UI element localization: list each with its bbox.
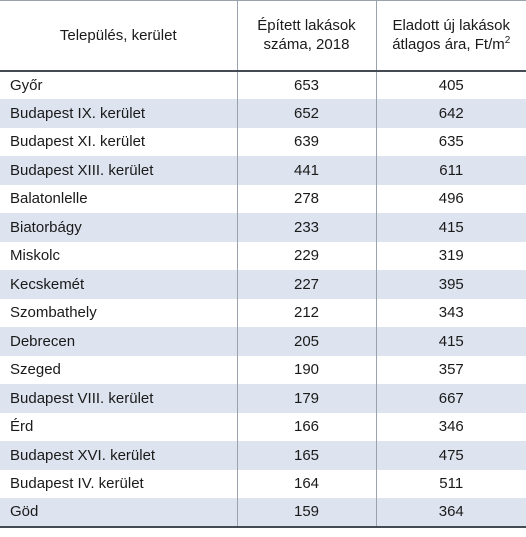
cell-settlement: Balatonlelle (0, 184, 238, 213)
table-row: Budapest XIII. kerület 441 611 (0, 156, 526, 185)
cell-avg-price: 642 (375, 99, 526, 128)
cell-settlement: Budapest IV. kerület (0, 469, 238, 498)
cell-built-homes: 652 (236, 99, 377, 128)
cell-settlement: Budapest XI. kerület (0, 127, 238, 156)
table-row: Biatorbágy 233 415 (0, 213, 526, 242)
cell-built-homes: 165 (236, 441, 377, 470)
cell-settlement: Szeged (0, 355, 238, 384)
cell-built-homes: 159 (236, 498, 377, 528)
cell-built-homes: 179 (236, 384, 377, 413)
table-row: Szombathely 212 343 (0, 298, 526, 327)
cell-settlement: Biatorbágy (0, 213, 238, 242)
cell-built-homes: 212 (236, 298, 377, 327)
cell-settlement: Göd (0, 498, 238, 528)
cell-settlement: Győr (0, 70, 238, 99)
cell-built-homes: 441 (236, 156, 377, 185)
cell-built-homes: 190 (236, 355, 377, 384)
header-row: Település, kerület Épített lakások száma,… (0, 0, 526, 72)
cell-settlement: Budapest VIII. kerület (0, 384, 238, 413)
table-row: Balatonlelle 278 496 (0, 184, 526, 213)
table-row: Érd 166 346 (0, 412, 526, 441)
cell-built-homes: 205 (236, 327, 377, 356)
cell-settlement: Budapest XVI. kerület (0, 441, 238, 470)
cell-avg-price: 357 (375, 355, 526, 384)
cell-avg-price: 405 (375, 70, 526, 99)
cell-built-homes: 653 (236, 70, 377, 99)
cell-avg-price: 415 (375, 327, 526, 356)
table-row: Göd 159 364 (0, 498, 526, 528)
cell-built-homes: 233 (236, 213, 377, 242)
cell-avg-price: 319 (375, 241, 526, 270)
table-body: Győr 653 405 Budapest IX. kerület 652 642 Buda… (0, 70, 526, 528)
cell-avg-price: 635 (375, 127, 526, 156)
cell-built-homes: 227 (236, 270, 377, 299)
cell-built-homes: 229 (236, 241, 377, 270)
cell-settlement: Budapest XIII. kerület (0, 156, 238, 185)
cell-avg-price: 346 (375, 412, 526, 441)
header-price-sup: 2 (504, 35, 511, 47)
cell-built-homes: 278 (236, 184, 377, 213)
cell-avg-price: 496 (375, 184, 526, 213)
cell-settlement: Kecskemét (0, 270, 238, 299)
table-row: Budapest VIII. kerület 179 667 (0, 384, 526, 413)
table-header: Település, kerület Épített lakások száma,… (0, 0, 526, 72)
table-row: Budapest XI. kerület 639 635 (0, 127, 526, 156)
cell-avg-price: 611 (375, 156, 526, 185)
header-built-homes: Épített lakások száma, 2018 (236, 0, 377, 72)
table-row: Szeged 190 357 (0, 355, 526, 384)
header-built-line2: száma, 2018 (263, 36, 350, 54)
header-settlement: Település, kerület (0, 0, 238, 72)
header-avg-price: Eladott új lakások átlagos ára, Ft/m2 (375, 0, 526, 72)
cell-built-homes: 166 (236, 412, 377, 441)
table-row: Kecskemét 227 395 (0, 270, 526, 299)
cell-avg-price: 364 (375, 498, 526, 528)
header-price-line2: átlagos ára, Ft/m (392, 36, 505, 54)
cell-settlement: Szombathely (0, 298, 238, 327)
cell-avg-price: 415 (375, 213, 526, 242)
cell-settlement: Budapest IX. kerület (0, 99, 238, 128)
cell-built-homes: 639 (236, 127, 377, 156)
cell-avg-price: 343 (375, 298, 526, 327)
table-row: Budapest IV. kerület 164 511 (0, 469, 526, 498)
table-row: Budapest XVI. kerület 165 475 (0, 441, 526, 470)
table-row: Győr 653 405 (0, 70, 526, 99)
table-row: Miskolc 229 319 (0, 241, 526, 270)
cell-settlement: Miskolc (0, 241, 238, 270)
cell-settlement: Debrecen (0, 327, 238, 356)
header-settlement-label: Település, kerület (59, 26, 177, 44)
cell-avg-price: 511 (375, 469, 526, 498)
cell-avg-price: 667 (375, 384, 526, 413)
cell-settlement: Érd (0, 412, 238, 441)
cell-avg-price: 475 (375, 441, 526, 470)
cell-built-homes: 164 (236, 469, 377, 498)
table-row: Debrecen 205 415 (0, 327, 526, 356)
header-built-line1: Épített lakások (257, 17, 356, 35)
cell-avg-price: 395 (375, 270, 526, 299)
table-row: Budapest IX. kerület 652 642 (0, 99, 526, 128)
header-price-line1: Eladott új lakások (392, 17, 511, 35)
